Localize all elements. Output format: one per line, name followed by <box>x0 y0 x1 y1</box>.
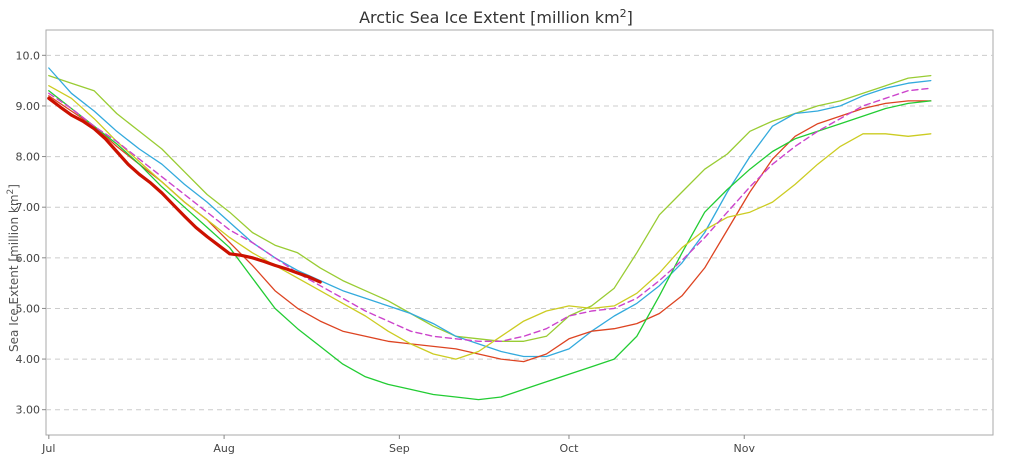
x-tick-label: Aug <box>213 442 234 455</box>
y-tick-label: 7.00 <box>16 201 41 214</box>
series-line-7 <box>47 96 322 284</box>
chart-title-main: Arctic Sea Ice Extent [million km <box>359 8 620 27</box>
chart-title: Arctic Sea Ice Extent [million km2] <box>359 7 633 27</box>
x-tick-label: Jul <box>41 442 55 455</box>
x-tick-label: Nov <box>734 442 756 455</box>
y-tick-label: 6.00 <box>16 252 41 265</box>
y-tick-label: 9.00 <box>16 100 41 113</box>
y-tick-label: 5.00 <box>16 302 41 315</box>
y-axis-label: Sea Ice Extent [million km2] <box>6 184 21 352</box>
y-axis-label-main: Sea Ice Extent [million km <box>7 194 21 352</box>
series-line-1 <box>48 74 932 342</box>
y-axis-label-end: ] <box>7 184 21 189</box>
chart-title-end: ] <box>627 8 633 27</box>
x-tick-label: Sep <box>389 442 410 455</box>
y-axis: 3.00 4.00 5.00 6.00 7.00 8.00 9.00 10.0 <box>16 49 46 417</box>
plot-area <box>45 29 994 436</box>
series-group <box>47 67 932 401</box>
series-line-6 <box>48 87 932 342</box>
y-tick-label: 10.0 <box>16 49 41 62</box>
y-axis-label-sup: 2 <box>6 189 16 195</box>
y-tick-label: 3.00 <box>16 404 41 417</box>
x-tick-label: Oct <box>559 442 579 455</box>
series-line-2 <box>48 67 932 358</box>
y-tick-label: 4.00 <box>16 353 41 366</box>
series-line-4 <box>48 90 932 401</box>
y-tick-label: 8.00 <box>16 151 41 164</box>
plot-frame <box>45 29 994 436</box>
x-axis: Jul Aug Sep Oct Nov <box>41 435 755 455</box>
chart-title-sup: 2 <box>620 7 627 20</box>
grid <box>46 54 993 411</box>
series-line-5 <box>48 85 932 360</box>
